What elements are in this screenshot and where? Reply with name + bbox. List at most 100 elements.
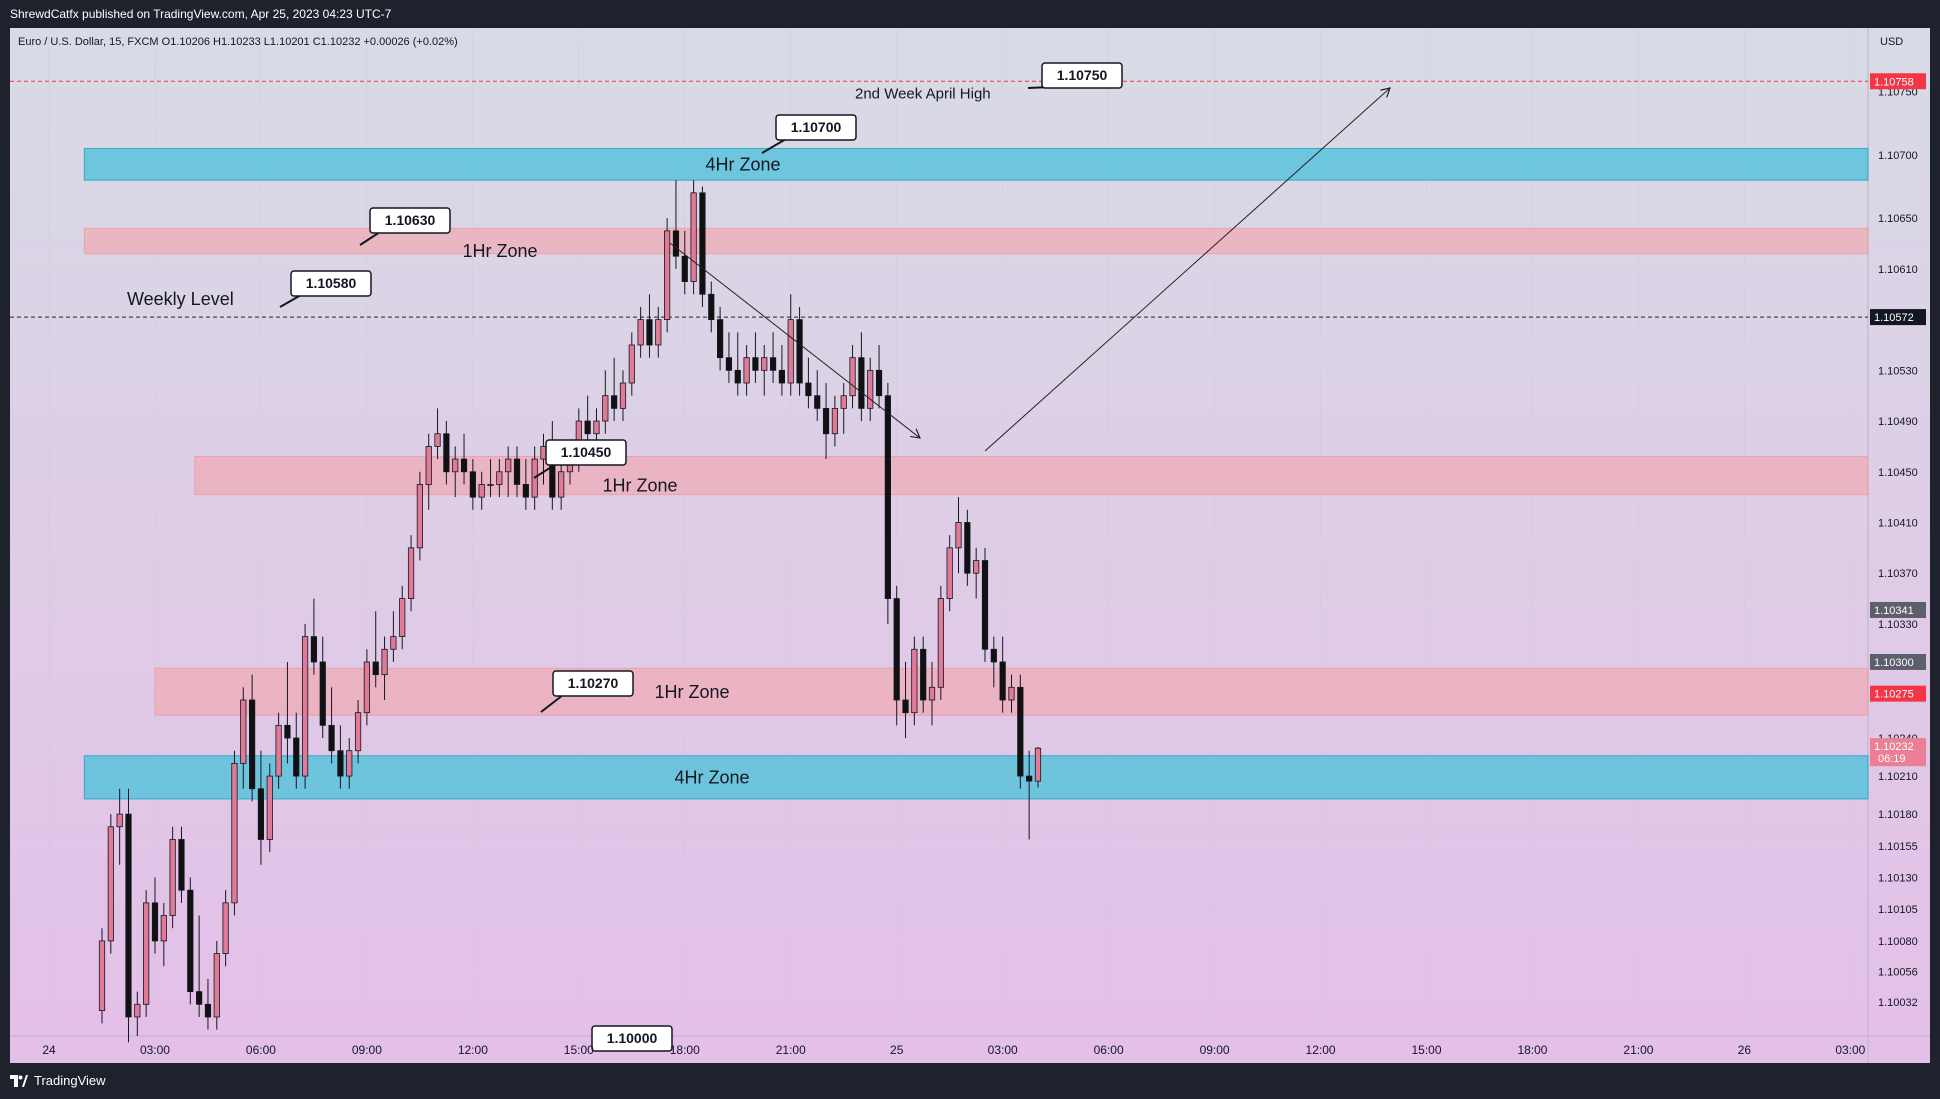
candle <box>646 294 653 358</box>
candle <box>619 370 627 422</box>
candle <box>867 357 874 422</box>
candle-body <box>964 522 971 574</box>
candle <box>107 814 114 954</box>
candle-body <box>725 357 733 371</box>
candle <box>301 623 309 789</box>
up-projection-arrow <box>984 88 1390 452</box>
candle <box>664 218 671 333</box>
candle <box>257 750 265 865</box>
candle-body <box>301 636 309 777</box>
candle-body <box>990 648 997 663</box>
down-projection-arrow <box>669 242 920 438</box>
candle-body <box>805 382 812 397</box>
candle <box>416 471 423 561</box>
candle-body <box>399 598 406 638</box>
candle-body <box>337 750 344 777</box>
candles <box>98 180 1042 1043</box>
candle <box>602 370 609 434</box>
callouts: 1.10750 1.10700 1.10630 1.10580 1.10450 1.102… <box>279 62 1123 1052</box>
y-tick-label: 1.10080 <box>1878 936 1918 948</box>
candle <box>884 383 891 624</box>
candle <box>708 281 715 333</box>
axis-price-tag-text: 1.10341 <box>1874 605 1914 617</box>
candle-body <box>363 661 371 714</box>
callout-box <box>591 1025 673 1052</box>
candle-body <box>752 357 759 371</box>
y-tick-label: 1.10370 <box>1878 568 1918 580</box>
candle-body <box>328 724 335 752</box>
chart-area[interactable]: 4Hr Zone 1Hr Zone 1Hr Zone 1Hr Zone 4Hr Zone… <box>10 28 1930 1063</box>
callout-text: 1.10450 <box>561 444 612 460</box>
candle <box>460 433 468 485</box>
candle <box>469 459 476 510</box>
x-tick-label: 21:00 <box>776 1043 806 1057</box>
y-tick-label: 1.10610 <box>1878 264 1918 276</box>
callout-text: 1.10630 <box>385 212 436 228</box>
candle-body <box>867 369 874 409</box>
axis-price-tag <box>1870 738 1926 767</box>
axes: 1.10750 1.10700 1.10650 1.10610 1.10530 1.104… <box>42 73 1926 1057</box>
axis-price-tag-text: 1.10758 <box>1874 76 1914 88</box>
candle <box>319 636 326 739</box>
x-tick-label: 06:00 <box>1094 1043 1124 1057</box>
x-tick-label: 26 <box>1738 1043 1752 1057</box>
y-tick-label: 1.10032 <box>1878 997 1918 1009</box>
candle <box>611 357 618 422</box>
candle <box>240 687 247 789</box>
axis-price-tag <box>1870 309 1926 326</box>
y-tick-label: 1.10750 <box>1878 86 1918 98</box>
candle <box>681 230 688 295</box>
candle-body <box>911 648 918 714</box>
candle <box>981 547 989 662</box>
candle <box>849 344 856 409</box>
chart-legend: Euro / U.S. Dollar, 15, FXCM O1.10206 H1… <box>18 36 458 48</box>
footer-bar <box>0 1063 1940 1099</box>
candle <box>822 383 830 460</box>
callout-box <box>290 270 372 297</box>
callout-box <box>775 114 857 141</box>
candle <box>1034 746 1042 788</box>
candle-body <box>231 762 238 904</box>
candle <box>858 332 865 422</box>
candle <box>637 306 644 358</box>
candle <box>761 344 768 396</box>
candle-body <box>169 839 176 916</box>
candle-body <box>390 636 397 650</box>
candle-body <box>822 407 830 435</box>
candle <box>452 446 459 498</box>
candle <box>973 547 980 599</box>
candle-body <box>505 458 512 473</box>
candle <box>690 180 697 295</box>
price-callout: 1.10750 <box>1027 62 1123 89</box>
candle-body <box>955 522 962 549</box>
candle-body <box>354 712 362 752</box>
candle <box>743 344 750 396</box>
candle-body <box>425 446 432 485</box>
candle-body <box>973 560 980 574</box>
axis-price-tag-text: 1.10300 <box>1874 657 1914 669</box>
candle-body <box>293 737 300 777</box>
candle <box>381 636 388 700</box>
y-tick-label: 1.10490 <box>1878 416 1918 428</box>
x-tick-label: 18:00 <box>1517 1043 1547 1057</box>
candle-body <box>443 433 450 473</box>
candle <box>231 750 238 916</box>
candle-body <box>646 319 653 346</box>
candle-body <box>204 1003 212 1018</box>
x-tick-label: 09:00 <box>352 1043 382 1057</box>
candle <box>911 636 918 726</box>
zone-label: 1Hr Zone <box>462 241 537 261</box>
candle-body <box>893 598 900 701</box>
candle <box>920 636 927 713</box>
candle <box>169 826 176 929</box>
candle-body <box>372 661 379 676</box>
candle <box>699 186 706 307</box>
x-tick-label: 15:00 <box>1411 1043 1441 1057</box>
candle-body <box>257 788 265 840</box>
callout-box <box>545 439 627 466</box>
candle-body <box>602 395 609 422</box>
candle-body <box>619 382 627 409</box>
zone-label: 1Hr Zone <box>654 682 729 702</box>
zone-label: 4Hr Zone <box>674 767 749 787</box>
